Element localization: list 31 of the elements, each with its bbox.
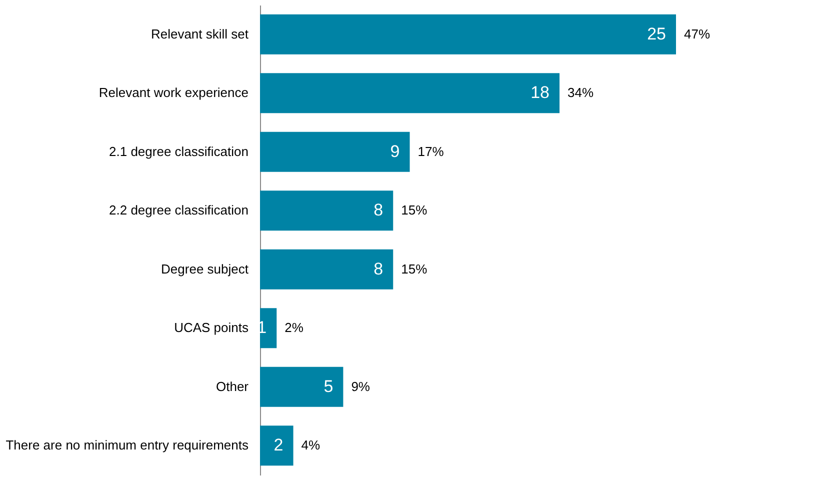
annotation: 9% — [351, 378, 370, 394]
bar — [260, 366, 344, 407]
bar — [260, 249, 394, 290]
annotation: 15% — [401, 261, 428, 276]
y-tick-label: Relevant work experience — [98, 85, 248, 100]
bar — [260, 308, 277, 348]
y-tick-label: UCAS points — [174, 320, 249, 336]
y-tick-label: Relevant skill set — [150, 26, 249, 42]
bar — [260, 14, 676, 54]
y-tick-label: 2.1 degree classification — [109, 144, 248, 159]
annotation: 4% — [301, 438, 321, 453]
data-label: 9 — [390, 142, 400, 161]
data-label: 18 — [530, 83, 550, 102]
annotation: 2% — [284, 320, 304, 336]
data-label: 5 — [324, 376, 334, 396]
data-label: 2 — [274, 436, 284, 455]
bar — [260, 426, 294, 466]
bar — [260, 73, 560, 114]
annotation: 47% — [684, 26, 710, 42]
y-tick-label: Other — [216, 378, 250, 394]
bar — [260, 132, 410, 172]
bar — [260, 190, 394, 231]
data-label: 25 — [647, 24, 666, 44]
annotation: 17% — [418, 144, 444, 159]
data-label: 8 — [374, 259, 384, 278]
y-tick-label: 2.2 degree classification — [109, 202, 248, 218]
data-label: 8 — [374, 200, 384, 220]
y-tick-label: Degree subject — [161, 261, 249, 276]
y-tick-label: There are no minimum entry requirements — [6, 438, 249, 453]
annotation: 15% — [401, 202, 428, 218]
annotation: 34% — [568, 85, 594, 100]
